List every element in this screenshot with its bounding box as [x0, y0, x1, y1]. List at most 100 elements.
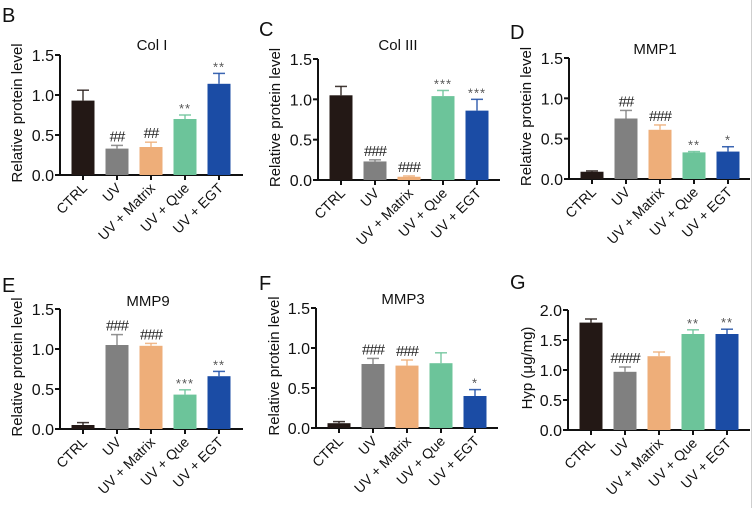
bar-uv	[361, 364, 385, 428]
y-axis-label: Hyp (μg/mg)	[519, 327, 536, 410]
significance-label: ###	[140, 326, 164, 343]
y-axis-label: Relative protein level	[9, 43, 26, 182]
significance-label: ***	[176, 376, 194, 391]
chart-title: Col III	[378, 37, 417, 54]
bar-uv-egt	[207, 83, 231, 175]
bar-uv-matrix	[139, 147, 163, 175]
bar-uv-egt	[463, 396, 487, 428]
y-tick-label: 1.5	[32, 48, 54, 65]
x-tick-label: UV	[99, 179, 125, 205]
bar-ctrl	[579, 322, 603, 430]
y-tick-label: 0.0	[32, 168, 54, 185]
panel-letter: C	[259, 19, 273, 41]
chart-title: MMP1	[633, 41, 676, 58]
chart-title: MMP9	[126, 293, 169, 310]
panel-letter: F	[259, 273, 271, 295]
bar-uv-que	[431, 96, 455, 180]
bar-uv-que	[681, 334, 705, 430]
bar-ctrl	[327, 423, 351, 428]
significance-label: ***	[434, 76, 452, 91]
x-tick-label: CTRL	[53, 180, 90, 217]
y-tick-label: 1.5	[541, 51, 563, 68]
bar-uv-que	[682, 152, 706, 179]
bar-uv-que	[173, 119, 197, 175]
significance-label: ###	[649, 108, 673, 125]
x-tick-label: UV	[608, 183, 634, 209]
panel-c: C Col III Relative protein level 0.0 0.5 1.0 1…	[259, 19, 500, 248]
y-tick-label: 0.5	[32, 382, 54, 399]
significance-label: **	[721, 315, 733, 330]
bar-uv	[105, 148, 129, 175]
panel-letter: G	[510, 272, 526, 294]
bar-uv-matrix	[647, 356, 671, 430]
significance-label: *	[725, 133, 731, 148]
y-axis-label: Relative protein level	[267, 48, 284, 187]
x-tick-label: UV	[99, 433, 125, 459]
y-tick-label: 1.0	[32, 342, 54, 359]
right-border	[751, 0, 752, 508]
significance-label: ###	[398, 159, 422, 176]
x-tick-label: CTRL	[309, 433, 346, 470]
panel-letter: E	[2, 275, 15, 297]
significance-label: ###	[106, 318, 130, 335]
bar-uv	[105, 345, 129, 429]
significance-label: **	[213, 357, 225, 372]
panel-b: B Col I Relative protein level 0.0 0.5 1.0 1.5…	[2, 5, 243, 243]
y-tick-label: 1.5	[288, 301, 310, 318]
bar-uv	[614, 118, 638, 179]
bar-uv-egt	[465, 110, 489, 180]
y-tick-label: 1.0	[32, 88, 54, 105]
significance-label: ##	[110, 128, 126, 145]
y-tick-label: 0.5	[540, 393, 562, 410]
y-axis-label: Relative protein level	[266, 296, 283, 435]
x-tick-label: CTRL	[561, 435, 598, 472]
y-tick-label: 2.0	[540, 303, 562, 320]
significance-label: *	[472, 376, 478, 391]
significance-label: **	[687, 316, 699, 331]
panel-letter: B	[2, 5, 15, 27]
significance-label: ###	[396, 343, 420, 360]
chart-title: MMP3	[381, 291, 424, 308]
bar-uv	[363, 161, 387, 180]
bar-uv-matrix	[397, 176, 421, 180]
y-tick-label: 1.5	[290, 52, 312, 69]
y-tick-label: 0.5	[541, 132, 563, 149]
significance-label: **	[213, 59, 225, 74]
bar-uv-que	[429, 363, 453, 428]
y-tick-label: 1.5	[32, 302, 54, 319]
x-tick-label: CTRL	[311, 185, 348, 222]
y-tick-label: 0.5	[288, 381, 310, 398]
bar-uv-egt	[715, 334, 739, 430]
y-tick-label: 1.0	[541, 91, 563, 108]
y-tick-label: 1.0	[290, 92, 312, 109]
y-tick-label: 1.5	[540, 333, 562, 350]
significance-label: ##	[144, 125, 160, 142]
y-tick-label: 0.5	[290, 133, 312, 150]
x-tick-label: UV	[607, 434, 633, 460]
significance-label: ***	[468, 85, 486, 100]
bar-uv-matrix	[139, 345, 163, 429]
y-tick-label: 0.0	[290, 173, 312, 190]
panel-d: D MMP1 Relative protein level 0.0 0.5 1.0 1.5 C…	[510, 22, 750, 247]
bar-uv	[613, 371, 637, 430]
y-tick-label: 0.0	[288, 421, 310, 438]
y-axis-label: Relative protein level	[9, 297, 26, 436]
significance-label: ####	[610, 350, 641, 367]
bar-uv-egt	[716, 151, 740, 179]
panel-letter: D	[510, 22, 524, 44]
y-tick-label: 0.0	[32, 422, 54, 439]
significance-label: ###	[364, 143, 388, 160]
x-tick-label: UV	[355, 432, 381, 458]
bar-ctrl	[329, 95, 353, 180]
bar-ctrl	[580, 171, 604, 179]
bar-ctrl	[71, 425, 95, 429]
y-tick-label: 0.0	[541, 172, 563, 189]
chart-title: Col I	[137, 37, 168, 54]
x-tick-label: UV	[357, 184, 383, 210]
panel-f: F MMP3 Relative protein level 0.0 0.5 1.0 1.5 C…	[259, 273, 498, 496]
bar-uv-egt	[207, 376, 231, 429]
y-tick-label: 1.0	[288, 341, 310, 358]
x-tick-label: CTRL	[53, 434, 90, 471]
